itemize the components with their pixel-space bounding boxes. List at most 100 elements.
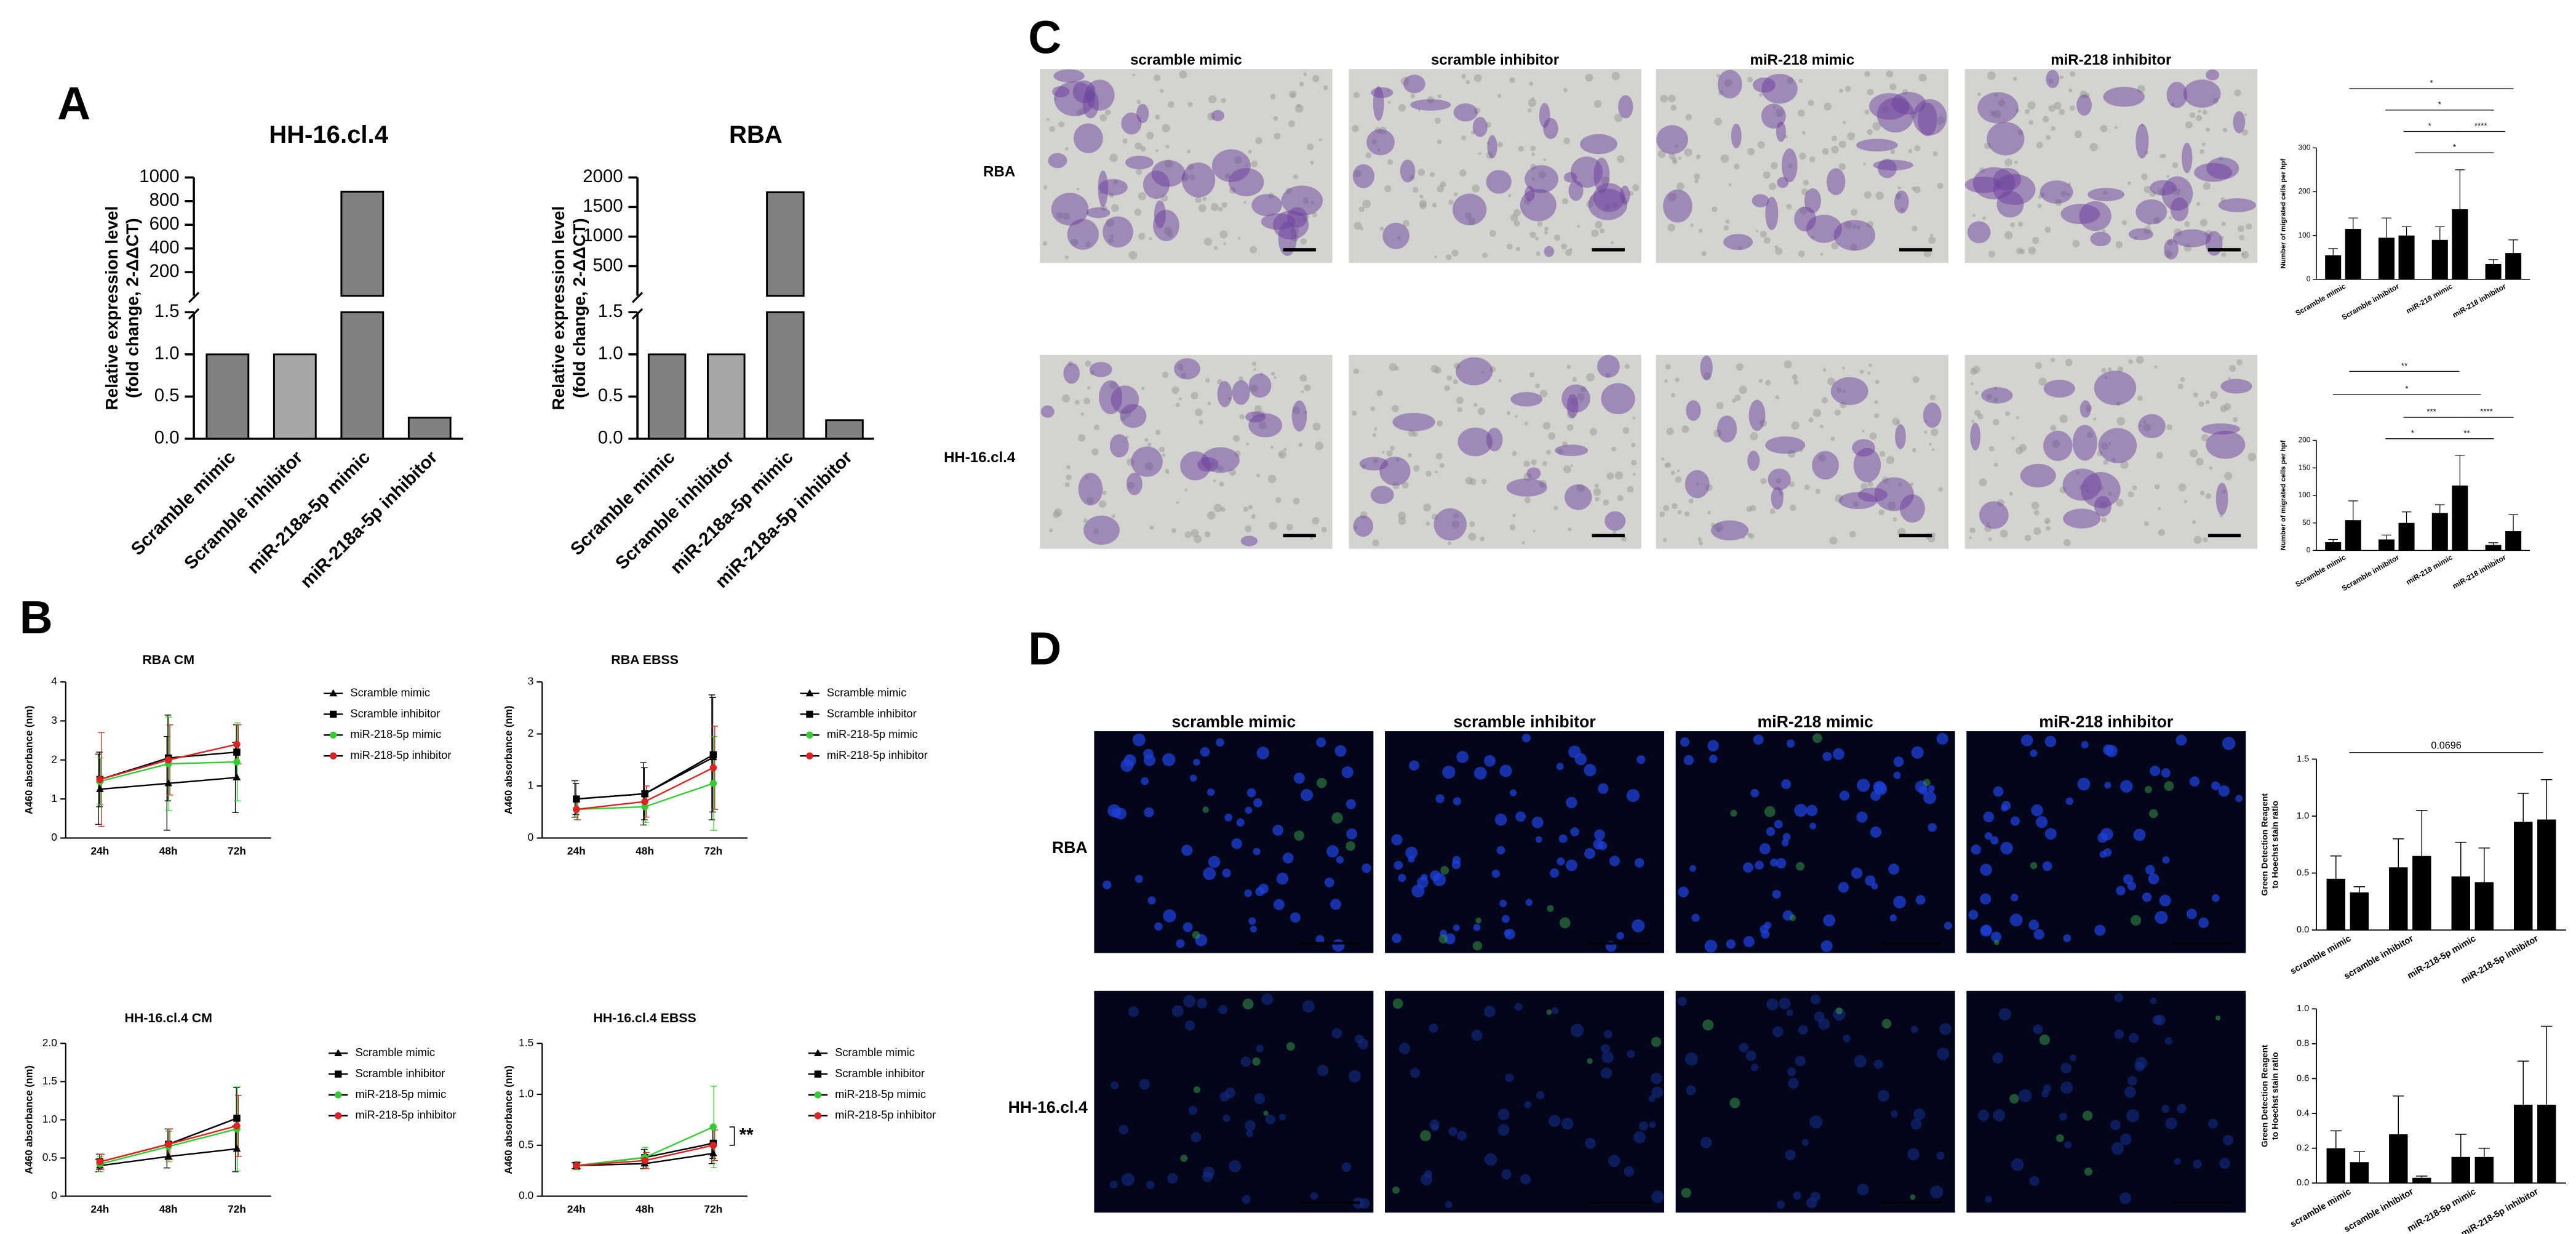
texture-dot: [1591, 229, 1599, 237]
stained-cell: [1663, 189, 1693, 223]
nucleus: [2060, 1062, 2072, 1074]
texture-dot: [1251, 514, 1256, 519]
texture-dot: [1791, 421, 1800, 430]
nucleus: [1971, 844, 1982, 855]
nucleus: [1197, 998, 1208, 1009]
stained-cell: [1838, 492, 1878, 510]
chart-title: RBA CM: [142, 652, 194, 667]
nucleus: [1103, 880, 1112, 889]
nucleus: [1240, 1056, 1251, 1067]
nucleus: [1781, 839, 1789, 847]
texture-dot: [1439, 463, 1445, 468]
texture-dot: [1481, 478, 1487, 484]
nucleus: [1788, 1078, 1799, 1089]
legend-marker: [329, 710, 337, 718]
texture-dot: [2004, 411, 2010, 416]
column-label: scramble mimic: [1171, 713, 1296, 731]
texture-dot: [2017, 221, 2024, 227]
texture-dot: [1508, 194, 1512, 198]
texture-dot: [2048, 105, 2056, 112]
texture-dot: [1847, 132, 1856, 140]
texture-dot: [1553, 234, 1561, 241]
texture-dot: [2016, 416, 2019, 420]
texture-dot: [1058, 121, 1065, 127]
error-bar: [2353, 1151, 2366, 1163]
texture-dot: [2199, 218, 2207, 226]
marker: [164, 1140, 172, 1148]
nucleus: [1857, 779, 1870, 792]
texture-dot: [1465, 80, 1470, 84]
nucleus: [1509, 789, 1517, 796]
nucleus: [1171, 1005, 1184, 1017]
bar: [2325, 542, 2342, 551]
nucleus: [1893, 756, 1904, 767]
texture-dot: [1451, 249, 1459, 257]
marker: [641, 798, 648, 806]
texture-dot: [2203, 537, 2208, 542]
x-tick-label: 48h: [159, 1203, 178, 1216]
y-tick-label: 50: [2302, 518, 2311, 527]
texture-dot: [2103, 459, 2108, 465]
y-axis-label: Green Detection Reagent: [2260, 1044, 2270, 1147]
texture-dot: [1799, 152, 1806, 160]
texture-dot: [1593, 100, 1602, 108]
stained-cell: [2128, 228, 2153, 241]
texture-dot: [1765, 380, 1771, 386]
error-bar: [2348, 217, 2358, 229]
texture-dot: [1472, 184, 1480, 193]
nucleus: [1111, 1081, 1119, 1090]
nucleus: [1417, 876, 1429, 889]
green-signal: [2030, 862, 2038, 870]
texture-dot: [1808, 417, 1814, 423]
texture-dot: [1662, 538, 1667, 542]
green-signal: [1392, 998, 1403, 1009]
nucleus: [1410, 1068, 1421, 1078]
nucleus: [1685, 1052, 1698, 1066]
texture-dot: [1838, 140, 1846, 148]
y-tick-label: 0.0: [2297, 1178, 2309, 1188]
nucleus: [1452, 855, 1461, 865]
column-label: miR-218 mimic: [1757, 713, 1873, 731]
texture-dot: [2010, 222, 2016, 228]
texture-dot: [1889, 83, 1897, 90]
texture-dot: [1274, 132, 1281, 140]
stained-cell: [1111, 385, 1139, 414]
texture-dot: [1523, 460, 1530, 467]
texture-dot: [1671, 503, 1678, 510]
bar: [2474, 882, 2494, 931]
texture-dot: [1548, 432, 1556, 440]
nucleus: [1726, 939, 1736, 949]
texture-dot: [2202, 110, 2207, 115]
row-label: RBA: [983, 164, 1015, 180]
nucleus: [1515, 811, 1526, 822]
error-bar: [2518, 1060, 2529, 1105]
nucleus: [1598, 783, 1609, 794]
texture-dot: [1397, 511, 1406, 520]
texture-dot: [1213, 503, 1222, 513]
nucleus: [1334, 745, 1347, 757]
stained-cell: [2040, 180, 2073, 204]
texture-dot: [1972, 366, 1980, 374]
green-signal: [2148, 809, 2158, 819]
nucleus: [2119, 1192, 2132, 1204]
texture-dot: [2093, 417, 2097, 421]
stained-cell: [1761, 73, 1798, 104]
texture-dot: [2201, 434, 2209, 442]
y-tick-label: 0.5: [42, 1151, 57, 1163]
nucleus: [2011, 894, 2019, 902]
texture-dot: [1670, 470, 1675, 475]
green-signal: [1472, 941, 1483, 951]
error-bar: [2401, 226, 2412, 236]
stained-cell: [1074, 123, 1103, 153]
texture-dot: [1473, 403, 1478, 407]
nucleus: [1315, 935, 1325, 944]
stained-cell: [1153, 209, 1179, 241]
green-signal: [2084, 1168, 2092, 1176]
texture-dot: [1612, 530, 1617, 535]
nucleus: [1435, 794, 1445, 803]
texture-dot: [1194, 535, 1202, 543]
texture-dot: [1250, 246, 1258, 254]
nucleus: [1678, 886, 1689, 898]
nucleus: [1854, 1055, 1867, 1068]
texture-dot: [1685, 511, 1690, 517]
